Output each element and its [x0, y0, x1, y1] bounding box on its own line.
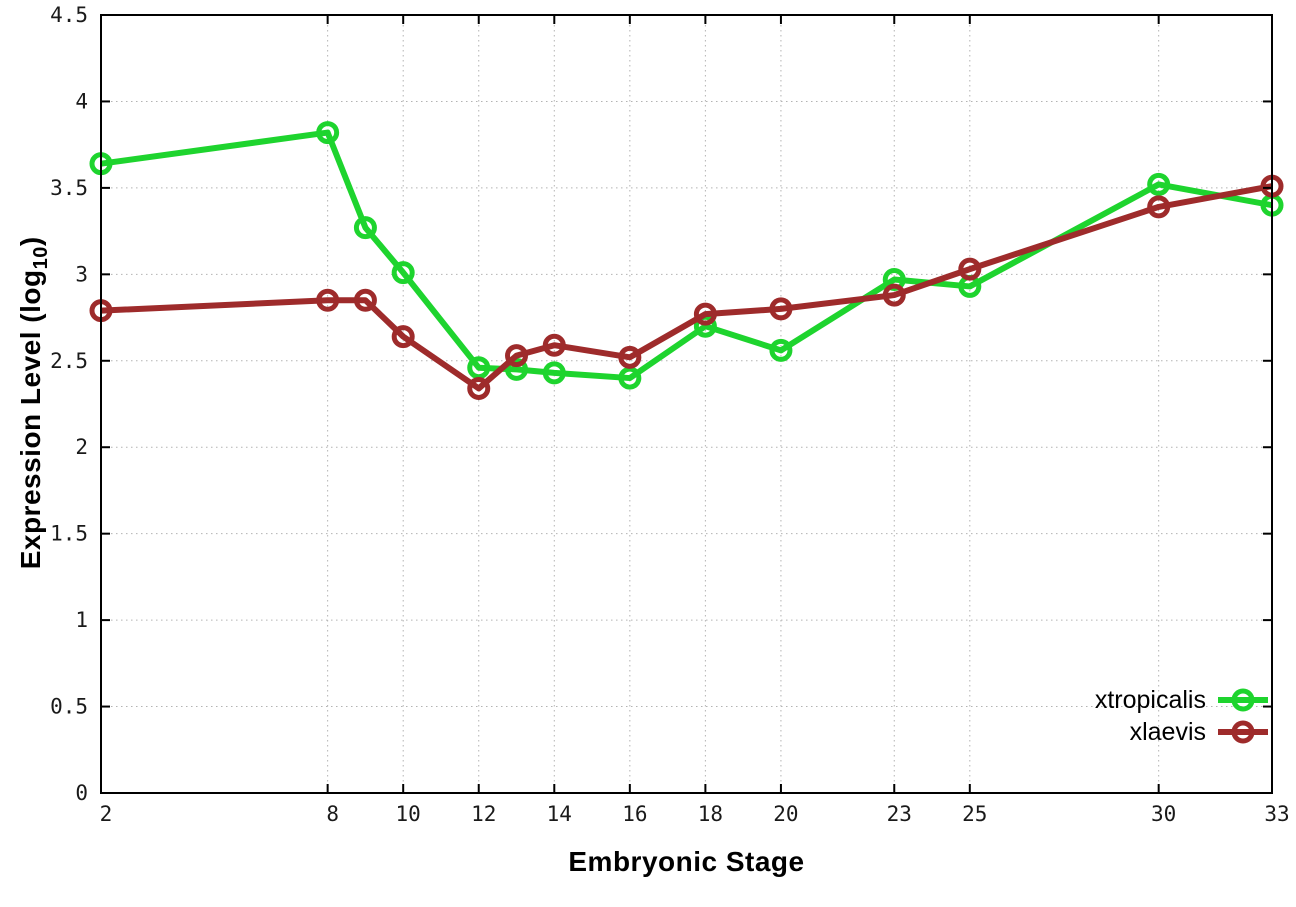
data-point-marker: [618, 366, 642, 390]
data-point-marker: [505, 357, 529, 381]
data-point-marker: [693, 302, 717, 326]
data-point-marker: [353, 216, 377, 240]
x-tick-label: 20: [773, 802, 798, 826]
y-axis-title-subscript: 10: [29, 246, 52, 270]
series-line: [100, 129, 1273, 382]
x-tick-label: 14: [547, 802, 572, 826]
x-tick-label: 2: [100, 802, 113, 826]
y-tick-label: 1.5: [50, 522, 88, 546]
data-point-marker: [353, 288, 377, 312]
y-tick-label: 2.5: [50, 349, 88, 373]
data-point-marker: [769, 297, 793, 321]
x-tick-label: 12: [471, 802, 496, 826]
data-point-marker: [316, 288, 340, 312]
y-tick-label: 3: [75, 262, 88, 286]
legend-circle: [1231, 688, 1255, 712]
data-point-marker: [769, 338, 793, 362]
y-tick-label: 4.5: [50, 3, 88, 27]
y-tick-label: 1: [75, 608, 88, 632]
series-xlaevis: [89, 174, 1284, 400]
x-tick-label: 23: [887, 802, 912, 826]
legend: xtropicalis xlaevis: [1095, 684, 1268, 748]
x-axis-title: Embryonic Stage: [568, 846, 805, 877]
data-point-marker: [391, 325, 415, 349]
tick-marks: [100, 14, 1273, 794]
legend-label: xtropicalis: [1094, 685, 1206, 714]
legend-series-marker-icon: [1218, 688, 1268, 712]
data-point-marker: [467, 376, 491, 400]
x-tick-label: 33: [1264, 802, 1289, 826]
tick-labels: 0 0.5 1 1.5 2 2.5 3 3.5 4 4.5 2 8 10 12 14 16 18 20 23 25 30…: [50, 3, 1290, 826]
x-tick-label: 30: [1151, 802, 1176, 826]
data-point-marker: [618, 345, 642, 369]
x-tick-label: 10: [396, 802, 421, 826]
y-tick-label: 3.5: [50, 176, 88, 200]
data-point-marker: [1147, 172, 1171, 196]
data-point-marker: [1147, 195, 1171, 219]
y-axis-title-end: ): [15, 236, 47, 247]
x-tick-label: 16: [622, 802, 647, 826]
x-tick-label: 25: [962, 802, 987, 826]
legend-circle: [1231, 720, 1255, 744]
legend-row-xlaevis: xlaevis: [1095, 716, 1268, 748]
legend-label: xlaevis: [1129, 717, 1206, 746]
y-tick-label: 4: [75, 89, 88, 113]
x-tick-label: 18: [698, 802, 723, 826]
y-axis-title: Expression Level (log10): [15, 13, 53, 793]
y-tick-label: 0.5: [50, 695, 88, 719]
plot-border: [100, 14, 1273, 794]
grid-layer: [101, 15, 1272, 793]
legend-series-marker-icon: [1218, 720, 1268, 744]
data-point-marker: [542, 333, 566, 357]
data-point-marker: [391, 261, 415, 285]
data-point-marker: [882, 283, 906, 307]
y-tick-label: 2: [75, 435, 88, 459]
data-point-marker: [542, 361, 566, 385]
x-tick-label: 8: [326, 802, 339, 826]
y-axis-title-main: Expression Level (log: [15, 269, 47, 570]
data-point-marker: [958, 257, 982, 281]
legend-row-xtropicalis: xtropicalis: [1095, 684, 1268, 716]
data-point-marker: [316, 121, 340, 145]
data-point-marker: [467, 356, 491, 380]
y-tick-label: 0: [75, 781, 88, 805]
series-xtropicalis: [89, 121, 1284, 390]
data-point-marker: [505, 344, 529, 368]
